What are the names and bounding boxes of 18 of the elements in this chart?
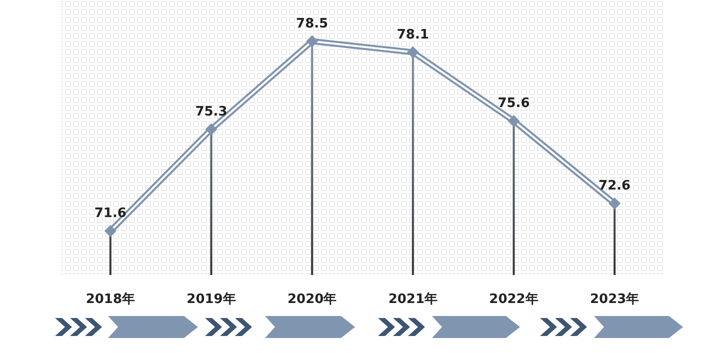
x-tick-label: 2022年 (489, 292, 538, 307)
x-tick-label: 2020年 (287, 292, 337, 307)
point (205, 123, 218, 136)
x-tick-label: 2023年 (590, 292, 640, 307)
point (406, 46, 419, 58)
x-tick-label: 2021年 (388, 292, 438, 307)
point (508, 115, 520, 127)
data-label: 78.1 (396, 27, 429, 42)
point (608, 198, 621, 210)
x-tick-label: 2019年 (186, 292, 236, 307)
data-label: 78.5 (296, 16, 328, 32)
point (306, 35, 318, 48)
point (104, 225, 116, 237)
data-label: 75.6 (498, 96, 530, 111)
data-label: 75.3 (195, 104, 228, 120)
data-label: 72.6 (598, 178, 631, 194)
x-tick-label: 2018年 (86, 292, 136, 307)
data-label: 71.6 (94, 206, 126, 221)
